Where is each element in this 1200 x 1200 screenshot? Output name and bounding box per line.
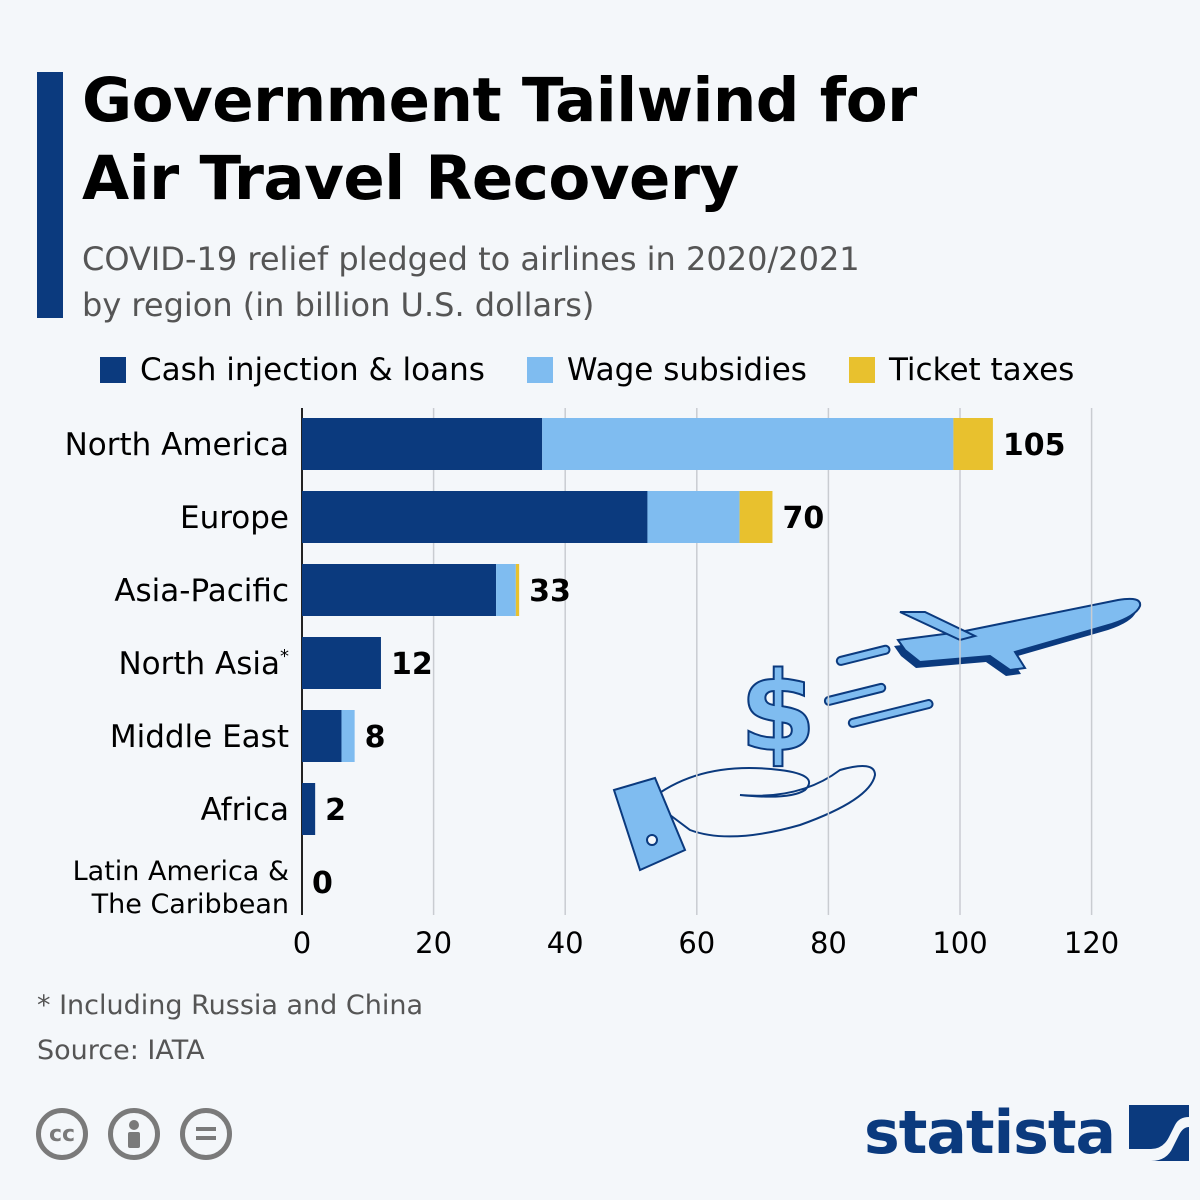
- source-note: Source: IATA: [37, 1035, 205, 1066]
- title-line-1: Government Tailwind for: [82, 65, 917, 136]
- bar-segment: [542, 418, 954, 470]
- bar-segment: [302, 710, 342, 762]
- legend-swatch-wage: [526, 357, 553, 383]
- category-labels: North America Europe Asia-Pacific North Asi…: [65, 427, 289, 920]
- legend-swatch-cash: [100, 357, 126, 383]
- bar-segment: [302, 637, 381, 689]
- equals-icon: [196, 1127, 216, 1140]
- brand-wordmark: statista: [864, 1098, 1116, 1168]
- legend: Cash injection & loans Wage subsidies Ti…: [100, 350, 1116, 390]
- category-label: Europe: [180, 500, 289, 536]
- title-accent-bar: [37, 72, 63, 318]
- category-label: The Caribbean: [91, 889, 289, 920]
- footnote: * Including Russia and China: [37, 990, 424, 1021]
- total-label: 12: [391, 647, 433, 682]
- legend-item-cash: Cash injection & loans: [100, 352, 485, 388]
- bars-group: [302, 418, 993, 835]
- dollar-sign-icon: $: [740, 648, 817, 776]
- x-axis-ticks: 0 20 40 60 80 100 120: [293, 926, 1120, 960]
- subtitle: COVID-19 relief pledged to airlines in 2…: [82, 236, 1162, 328]
- category-label: Middle East: [110, 719, 289, 755]
- statista-logo-icon: [1129, 1105, 1190, 1161]
- person-icon: [128, 1120, 140, 1148]
- legend-label-wage: Wage subsidies: [566, 352, 807, 388]
- total-label: 70: [782, 501, 824, 536]
- legend-item-wage: Wage subsidies: [526, 352, 807, 388]
- bar-segment: [302, 783, 316, 835]
- legend-item-ticket: Ticket taxes: [848, 352, 1075, 388]
- cc-icon[interactable]: cc: [36, 1108, 88, 1160]
- money-plane-illustration: $: [612, 597, 1142, 872]
- bar-segment: [953, 418, 993, 470]
- total-label: 33: [529, 574, 571, 609]
- subtitle-line-1: COVID-19 relief pledged to airlines in 2…: [82, 240, 860, 278]
- x-tick-label: 60: [678, 926, 715, 960]
- x-tick-label: 0: [293, 926, 311, 960]
- title-line-2: Air Travel Recovery: [82, 143, 739, 214]
- bar-segment: [302, 491, 648, 543]
- bar-segment: [515, 564, 520, 616]
- category-label: North America: [65, 427, 289, 463]
- x-tick-label: 100: [932, 926, 987, 960]
- total-label: 2: [325, 793, 346, 828]
- x-tick-label: 20: [415, 926, 452, 960]
- airplane-icon: [894, 597, 1142, 676]
- category-label: Latin America &: [73, 856, 289, 887]
- category-label: Asia-Pacific: [114, 573, 289, 609]
- by-icon[interactable]: [108, 1108, 160, 1160]
- total-label: 8: [365, 720, 386, 755]
- total-label: 105: [1003, 428, 1066, 463]
- x-tick-label: 40: [547, 926, 584, 960]
- legend-label-cash: Cash injection & loans: [140, 352, 485, 388]
- legend-swatch-ticket: [848, 357, 875, 383]
- statista-brand[interactable]: statista: [864, 1098, 1190, 1168]
- hand-icon: [612, 765, 877, 872]
- legend-label-ticket: Ticket taxes: [888, 352, 1075, 388]
- bar-segment: [496, 564, 516, 616]
- bar-segment: [341, 710, 355, 762]
- category-label: Africa: [201, 792, 289, 828]
- total-labels: 105 70 33 12 8 2 0: [312, 428, 1066, 901]
- speed-lines: [823, 644, 934, 728]
- bar-segment: [302, 564, 497, 616]
- bar-segment: [302, 418, 543, 470]
- total-label: 0: [312, 866, 333, 901]
- nd-icon[interactable]: [180, 1108, 232, 1160]
- x-tick-label: 120: [1064, 926, 1119, 960]
- category-label: North Asia*: [118, 646, 289, 682]
- bar-segment: [647, 491, 740, 543]
- x-tick-label: 80: [810, 926, 847, 960]
- bar-segment: [739, 491, 773, 543]
- license-icons: cc: [36, 1108, 252, 1160]
- page-title: Government Tailwind for Air Travel Recov…: [82, 62, 1162, 218]
- subtitle-line-2: by region (in billion U.S. dollars): [82, 286, 595, 324]
